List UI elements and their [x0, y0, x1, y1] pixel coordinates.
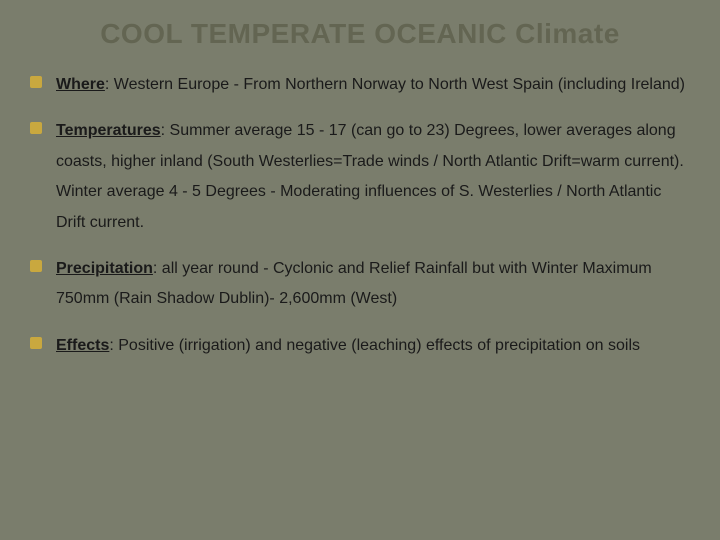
item-heading: Temperatures: [56, 122, 161, 139]
item-heading: Precipitation: [56, 260, 153, 277]
item-heading: Where: [56, 76, 105, 93]
list-item: Precipitation: all year round - Cyclonic…: [28, 254, 692, 315]
bullet-list: Where: Western Europe - From Northern No…: [28, 70, 692, 361]
list-item: Effects: Positive (irrigation) and negat…: [28, 331, 692, 361]
list-item: Temperatures: Summer average 15 - 17 (ca…: [28, 116, 692, 238]
item-text: : Western Europe - From Northern Norway …: [105, 76, 685, 93]
slide-title: COOL TEMPERATE OCEANIC Climate: [28, 18, 692, 50]
item-heading: Effects: [56, 337, 109, 354]
list-item: Where: Western Europe - From Northern No…: [28, 70, 692, 100]
item-text: : Positive (irrigation) and negative (le…: [109, 337, 640, 354]
